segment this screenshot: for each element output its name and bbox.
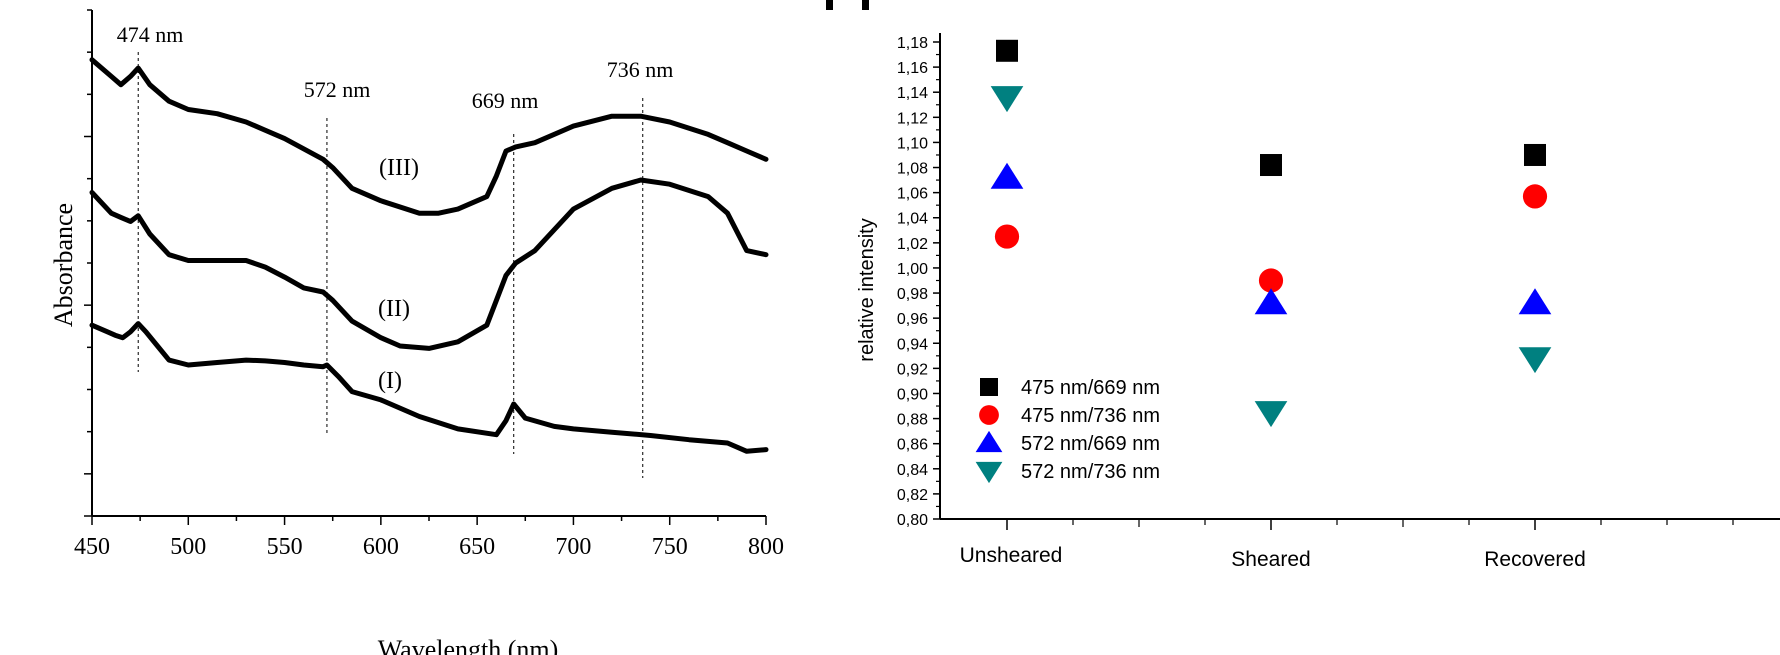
peak-label: 572 nm xyxy=(304,77,371,102)
data-point xyxy=(1254,401,1288,428)
series-label: (II) xyxy=(378,296,410,322)
y-tick-label: 0,80 xyxy=(897,512,928,529)
legend-marker xyxy=(975,461,1003,484)
data-point xyxy=(1518,347,1552,374)
y-tick-label: 1,16 xyxy=(897,60,928,77)
y-tick-label: 0,94 xyxy=(897,336,928,353)
y-tick-label: 0,86 xyxy=(897,437,928,454)
panel-letter-fragment xyxy=(826,0,869,10)
data-point xyxy=(994,224,1020,249)
y-tick-label: 1,12 xyxy=(897,110,928,127)
y-tick-label: 1,02 xyxy=(897,236,928,253)
x-tick-label: 650 xyxy=(459,534,495,560)
y-tick-label: 0,88 xyxy=(897,412,928,429)
x-tick-label: 450 xyxy=(74,534,110,560)
y-tick-label: 0,82 xyxy=(897,487,928,504)
data-point xyxy=(990,162,1024,189)
y-tick-label: 1,08 xyxy=(897,161,928,178)
absorbance-axes xyxy=(84,9,766,517)
x-axis-label: Wavelength (nm) xyxy=(378,635,559,655)
peak-label: 474 nm xyxy=(117,22,184,47)
y-tick-label: 1,14 xyxy=(897,85,928,102)
peak-label: 669 nm xyxy=(472,88,539,113)
data-point xyxy=(996,39,1018,62)
legend-label: 475 nm/736 nm xyxy=(1021,405,1160,427)
y-tick-label: 0,92 xyxy=(897,361,928,378)
absorbance-chart: 450 500 550 600 650 700 750 800 474 nm 572 nm 669… xyxy=(49,9,784,655)
absorbance-curve xyxy=(89,177,769,351)
y-axis-label: relative intensity xyxy=(856,218,878,361)
relative-intensity-points xyxy=(990,39,1552,428)
absorbance-curve xyxy=(89,321,769,454)
relative-intensity-ticks: 0,80 0,82 0,84 0,86 0,88 0,90 0,92 0,94 0,96 0,98… xyxy=(897,35,940,529)
legend: 475 nm/669 nm 475 nm/736 nm 572 nm/669 nm 5… xyxy=(975,377,1160,484)
absorbance-series xyxy=(89,57,769,454)
legend-marker xyxy=(975,430,1003,453)
x-tick-label: 600 xyxy=(363,534,399,560)
legend-label: 572 nm/669 nm xyxy=(1021,433,1160,455)
x-tick-label: 750 xyxy=(652,534,688,560)
x-tick-label: 800 xyxy=(748,534,784,560)
series-labels: (I) (II) (III) xyxy=(378,155,419,394)
y-tick-label: 1,04 xyxy=(897,211,928,228)
y-tick-label: 1,06 xyxy=(897,186,928,203)
data-point xyxy=(1258,268,1284,293)
series-label: (I) xyxy=(378,368,402,394)
y-tick-label: 0,84 xyxy=(897,462,928,479)
y-tick-label: 1,00 xyxy=(897,261,928,278)
peak-markers: 474 nm 572 nm 669 nm 736 nm xyxy=(117,22,674,478)
data-point xyxy=(1518,288,1552,315)
y-tick-label: 0,90 xyxy=(897,386,928,403)
y-axis-label: Absorbance xyxy=(49,203,78,327)
data-point xyxy=(990,86,1024,113)
data-point xyxy=(1524,143,1546,166)
legend-marker xyxy=(979,405,999,425)
category-label: Sheared xyxy=(1231,548,1310,571)
legend-label: 475 nm/669 nm xyxy=(1021,377,1160,399)
y-tick-label: 1,10 xyxy=(897,135,928,152)
data-point xyxy=(1260,154,1282,177)
legend-marker xyxy=(980,378,998,396)
y-tick-label: 0,96 xyxy=(897,311,928,328)
y-tick-label: 1,18 xyxy=(897,35,928,52)
category-label: Unsheared xyxy=(960,544,1063,567)
relative-intensity-chart: 0,80 0,82 0,84 0,86 0,88 0,90 0,92 0,94 0,96 0,98… xyxy=(856,33,1780,571)
y-tick-label: 0,98 xyxy=(897,286,928,303)
data-point xyxy=(1254,288,1288,315)
x-tick-label: 700 xyxy=(555,534,591,560)
peak-label: 736 nm xyxy=(607,57,674,82)
legend-label: 572 nm/736 nm xyxy=(1021,461,1160,483)
condition-categories: Unsheared Sheared Recovered xyxy=(960,519,1734,571)
x-tick-label: 550 xyxy=(267,534,303,560)
data-point xyxy=(1522,184,1548,209)
absorbance-curve xyxy=(89,57,769,216)
relative-intensity-axes xyxy=(939,33,1780,520)
category-label: Recovered xyxy=(1484,548,1586,571)
wavelength-ticks: 450 500 550 600 650 700 750 800 xyxy=(74,516,784,560)
x-tick-label: 500 xyxy=(170,534,206,560)
series-label: (III) xyxy=(379,155,419,181)
